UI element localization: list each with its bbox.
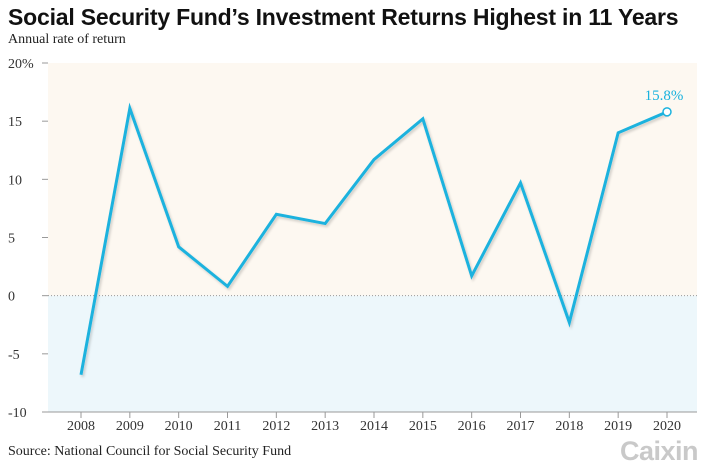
y-tick-label: 10	[8, 173, 22, 188]
positive-region	[48, 63, 697, 296]
x-tick-label: 2016	[458, 419, 486, 434]
x-tick-label: 2012	[262, 419, 290, 434]
x-tick-label: 2014	[360, 419, 388, 434]
x-tick-label: 2019	[604, 419, 632, 434]
negative-region	[48, 295, 697, 412]
x-tick-label: 2009	[116, 419, 144, 434]
caixin-logo: Caixin	[619, 436, 699, 466]
x-tick-label: 2018	[555, 419, 583, 434]
chart-subtitle: Annual rate of return	[8, 32, 126, 47]
y-tick-label: 15	[8, 115, 22, 130]
x-tick-label: 2013	[311, 419, 339, 434]
y-tick-label: 5	[8, 232, 15, 247]
y-tick-label: 20%	[8, 57, 34, 72]
source-note: Source: National Council for Social Secu…	[8, 444, 292, 459]
x-tick-label: 2011	[214, 419, 241, 434]
y-tick-label: -10	[8, 406, 27, 421]
x-tick-label: 2015	[409, 419, 437, 434]
x-tick-label: 2020	[653, 419, 681, 434]
data-label-2020: 15.8%	[645, 88, 684, 104]
chart-title: Social Security Fund’s Investment Return…	[8, 4, 679, 30]
y-tick-label: -5	[8, 348, 20, 363]
highlight-marker	[662, 107, 672, 117]
x-tick-label: 2017	[507, 419, 535, 434]
x-tick-label: 2010	[165, 419, 193, 434]
return-line	[79, 102, 668, 376]
y-tick-label: 0	[8, 290, 15, 305]
x-tick-label: 2008	[67, 419, 95, 434]
